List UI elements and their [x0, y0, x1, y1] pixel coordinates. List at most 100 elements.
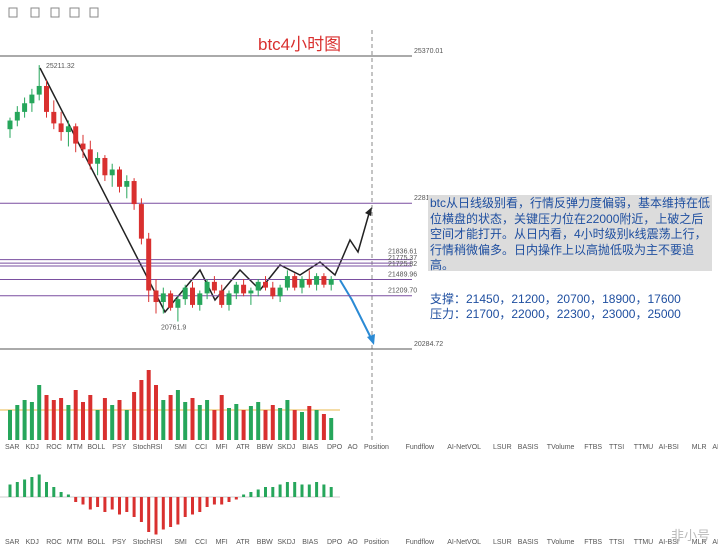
indicator-tab[interactable]: MFI — [216, 539, 228, 546]
indicator-tab[interactable]: DPO — [327, 444, 343, 451]
indicator-tab[interactable]: AI-BSI — [659, 539, 679, 546]
indicator-tab[interactable]: CCI — [195, 444, 207, 451]
macd-bar — [293, 482, 297, 497]
indicator-tab[interactable]: FTBS — [584, 444, 602, 451]
indicator-tab[interactable]: BOLL — [87, 539, 105, 546]
indicator-tab[interactable]: ATR — [236, 539, 249, 546]
volume-bar — [307, 406, 312, 440]
indicator-tab[interactable]: AI-PD — [712, 444, 718, 451]
indicator-tab[interactable]: SKDJ — [277, 539, 295, 546]
high-label: 25211.32 — [46, 63, 75, 70]
indicator-tab[interactable]: TVolume — [547, 539, 575, 546]
indicator-tab[interactable]: AO — [348, 539, 359, 546]
volume-bar — [175, 390, 180, 440]
indicator-tab[interactable]: AO — [348, 444, 359, 451]
volume-bar — [234, 404, 239, 440]
tool-icon[interactable] — [50, 7, 60, 18]
tool-icon[interactable] — [89, 7, 99, 18]
indicator-tab[interactable]: SAR — [5, 539, 19, 546]
trend-path — [39, 67, 371, 314]
indicator-tab[interactable]: LSUR — [493, 444, 512, 451]
candle-body — [117, 169, 122, 187]
candle-body — [204, 281, 210, 294]
candle-body — [124, 181, 130, 187]
indicator-tab[interactable]: DPO — [327, 539, 343, 546]
support-levels: 支撑：21450，21200，20700，18900，17600 — [430, 292, 681, 306]
indicator-tab[interactable]: TTMU — [634, 444, 653, 451]
volume-bar — [205, 400, 210, 440]
indicator-tab[interactable]: BIAS — [302, 444, 318, 451]
tool-icon[interactable] — [8, 7, 18, 18]
volume-bar — [117, 400, 122, 440]
volume-bar — [139, 380, 144, 440]
candle-body — [314, 276, 320, 285]
indicator-tab[interactable]: ROC — [46, 539, 62, 546]
indicator-tab[interactable]: AI-NetVOL — [447, 539, 481, 546]
indicator-tab[interactable]: Position — [364, 539, 389, 546]
macd-bar — [147, 497, 151, 532]
toolbar[interactable] — [8, 7, 99, 18]
indicator-tab[interactable]: BBW — [257, 539, 273, 546]
indicator-tab[interactable]: SMI — [174, 539, 187, 546]
candle-body — [197, 293, 203, 305]
indicator-tab[interactable]: PSY — [112, 444, 126, 451]
candle-body — [299, 278, 305, 288]
indicator-tab[interactable]: AI-BSI — [659, 444, 679, 451]
indicator-tab[interactable]: PSY — [112, 539, 126, 546]
indicator-tab[interactable]: StochRSI — [133, 539, 163, 546]
indicator-tab[interactable]: MFI — [216, 444, 228, 451]
indicator-tab[interactable]: SAR — [5, 444, 19, 451]
indicator-tab[interactable]: TVolume — [547, 444, 575, 451]
indicator-tab[interactable]: LSUR — [493, 539, 512, 546]
candle-body — [22, 103, 28, 112]
indicator-tab[interactable]: StochRSI — [133, 444, 163, 451]
indicator-tab[interactable]: Position — [364, 444, 389, 451]
indicator-tab[interactable]: MLR — [692, 539, 707, 546]
indicator-tab[interactable]: BIAS — [302, 539, 318, 546]
level-label: 25370.01 — [414, 48, 443, 55]
watermark: 非小号 — [670, 528, 710, 543]
indicator-tab[interactable]: Fundflow — [406, 444, 435, 451]
indicator-tab[interactable]: FTBS — [584, 539, 602, 546]
volume-bar — [124, 410, 129, 440]
indicator-tab[interactable]: CCI — [195, 539, 207, 546]
volume-bar — [300, 412, 304, 440]
macd-bar — [212, 497, 216, 505]
indicator-tab[interactable]: BBW — [257, 444, 273, 451]
arrow-head — [365, 207, 372, 216]
macd-bar — [110, 497, 114, 510]
indicator-tab[interactable]: KDJ — [26, 539, 39, 546]
macd-bar — [45, 482, 48, 497]
indicator-tab[interactable]: SMI — [174, 444, 187, 451]
candle-body — [248, 290, 254, 294]
volume-bar — [292, 410, 297, 440]
candle-body — [233, 284, 239, 294]
indicator-tab[interactable]: BASIS — [518, 539, 539, 546]
macd-bar — [66, 494, 70, 497]
indicator-tab[interactable]: AI-NetVOL — [447, 444, 481, 451]
indicator-tab[interactable]: TTSI — [609, 444, 624, 451]
tool-icon[interactable] — [69, 7, 80, 18]
indicator-tab[interactable]: BOLL — [87, 444, 105, 451]
macd-bar — [161, 497, 165, 530]
indicator-tab[interactable]: ROC — [46, 444, 62, 451]
indicator-tab[interactable]: BASIS — [518, 444, 539, 451]
volume-bar — [241, 410, 246, 440]
indicator-tab[interactable]: ATR — [236, 444, 249, 451]
indicator-tab[interactable]: MLR — [692, 444, 707, 451]
indicator-tab[interactable]: KDJ — [26, 444, 39, 451]
indicator-tab[interactable]: SKDJ — [277, 444, 295, 451]
macd-bar — [88, 497, 92, 510]
indicator-tab[interactable]: MTM — [67, 539, 83, 546]
indicator-tab[interactable]: Fundflow — [406, 539, 435, 546]
candle-body — [226, 293, 232, 305]
indicator-tab[interactable]: AI-PD — [712, 539, 718, 546]
level-label: 21725.82 — [388, 261, 417, 268]
indicator-tab[interactable]: TTSI — [609, 539, 624, 546]
candle-body — [7, 120, 13, 130]
indicator-tab[interactable]: MTM — [67, 444, 83, 451]
tool-icon[interactable] — [30, 7, 40, 18]
indicator-tab[interactable]: TTMU — [634, 539, 653, 546]
macd-bar — [264, 487, 267, 497]
